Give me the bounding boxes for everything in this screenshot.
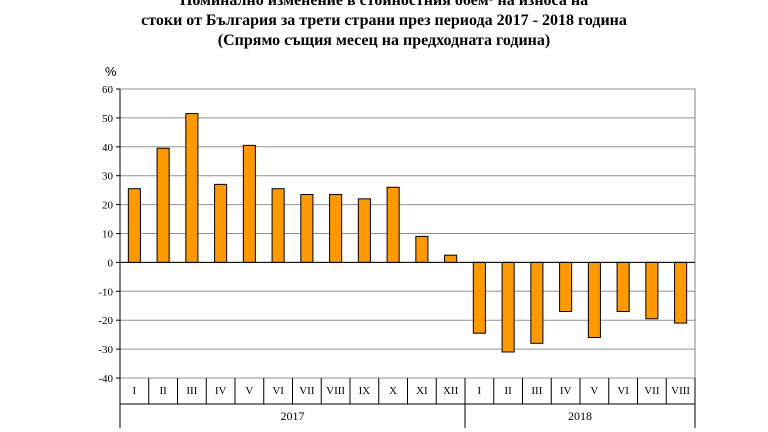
x-category-label: VIII [326,385,345,397]
bar-2018-V [587,261,601,339]
x-category-label: III [186,385,197,397]
x-category-label: VIII [671,385,690,397]
axes [116,88,696,428]
bar-2017-IV [214,183,228,263]
y-tick-label: 30 [102,171,114,183]
x-category-label: VII [644,385,660,397]
x-category-label: II [504,385,512,397]
chart-title: Номинално изменение в стойностния обем¹ … [0,0,768,51]
x-category-label: X [389,385,397,397]
y-tick-label: 0 [108,257,114,269]
bar-2017-XII [444,254,458,263]
x-category-label: II [159,385,167,397]
chart-title-line-1: Номинално изменение в стойностния обем¹ … [179,0,589,9]
y-tick-label: 60 [102,84,114,96]
bar-2017-III [185,113,199,263]
x-category-label: XI [416,385,428,397]
x-group-label-2018: 2018 [568,409,592,423]
chart-title-line-2: стоки от България за трети страни през п… [141,12,627,29]
x-category-label: IV [560,385,572,397]
y-tick-label: -30 [98,344,113,356]
bar-2017-IX [357,198,371,263]
y-tick-label: 20 [102,200,114,212]
x-category-label: XII [443,385,459,397]
x-category-label: VI [272,385,284,397]
x-category-label: I [478,385,482,397]
gridlines [119,88,696,379]
bar-2017-V [242,144,256,263]
y-tick-label: 50 [102,113,114,125]
y-tick-label: -20 [98,315,113,327]
x-category-label: VII [299,385,315,397]
bar-2018-I [472,261,486,334]
x-category-label: IX [359,385,371,397]
bar-2017-XI [415,235,429,263]
y-tick-label: -40 [98,373,113,385]
bar-2018-III [530,261,544,344]
chart-title-line-3: (Спрямо същия месец на предходната годин… [217,32,551,49]
y-tick-label: 40 [102,142,114,154]
x-category-label: V [590,385,598,397]
x-category-label: I [133,385,137,397]
x-category-label: III [531,385,542,397]
bar-2018-VI [616,261,630,313]
bar-2017-X [386,186,400,263]
bar-2017-I [127,188,141,263]
y-axis-unit-label: % [105,64,117,79]
bar-2017-VI [271,188,285,263]
y-tick-label: -10 [98,286,113,298]
x-category-label: VI [617,385,629,397]
x-category-label: V [245,385,253,397]
bar-2017-VII [300,193,314,263]
x-group-label-2017: 2017 [281,409,305,423]
bars [127,113,688,353]
bar-2017-II [156,147,170,263]
bar-2018-IV [559,261,573,313]
bar-2018-II [501,261,515,353]
bar-2017-VIII [329,193,343,263]
x-category-label: IV [215,385,227,397]
y-tick-label: 10 [102,229,114,241]
bar-2018-VII [645,261,659,320]
bar-2018-VIII [674,261,688,324]
